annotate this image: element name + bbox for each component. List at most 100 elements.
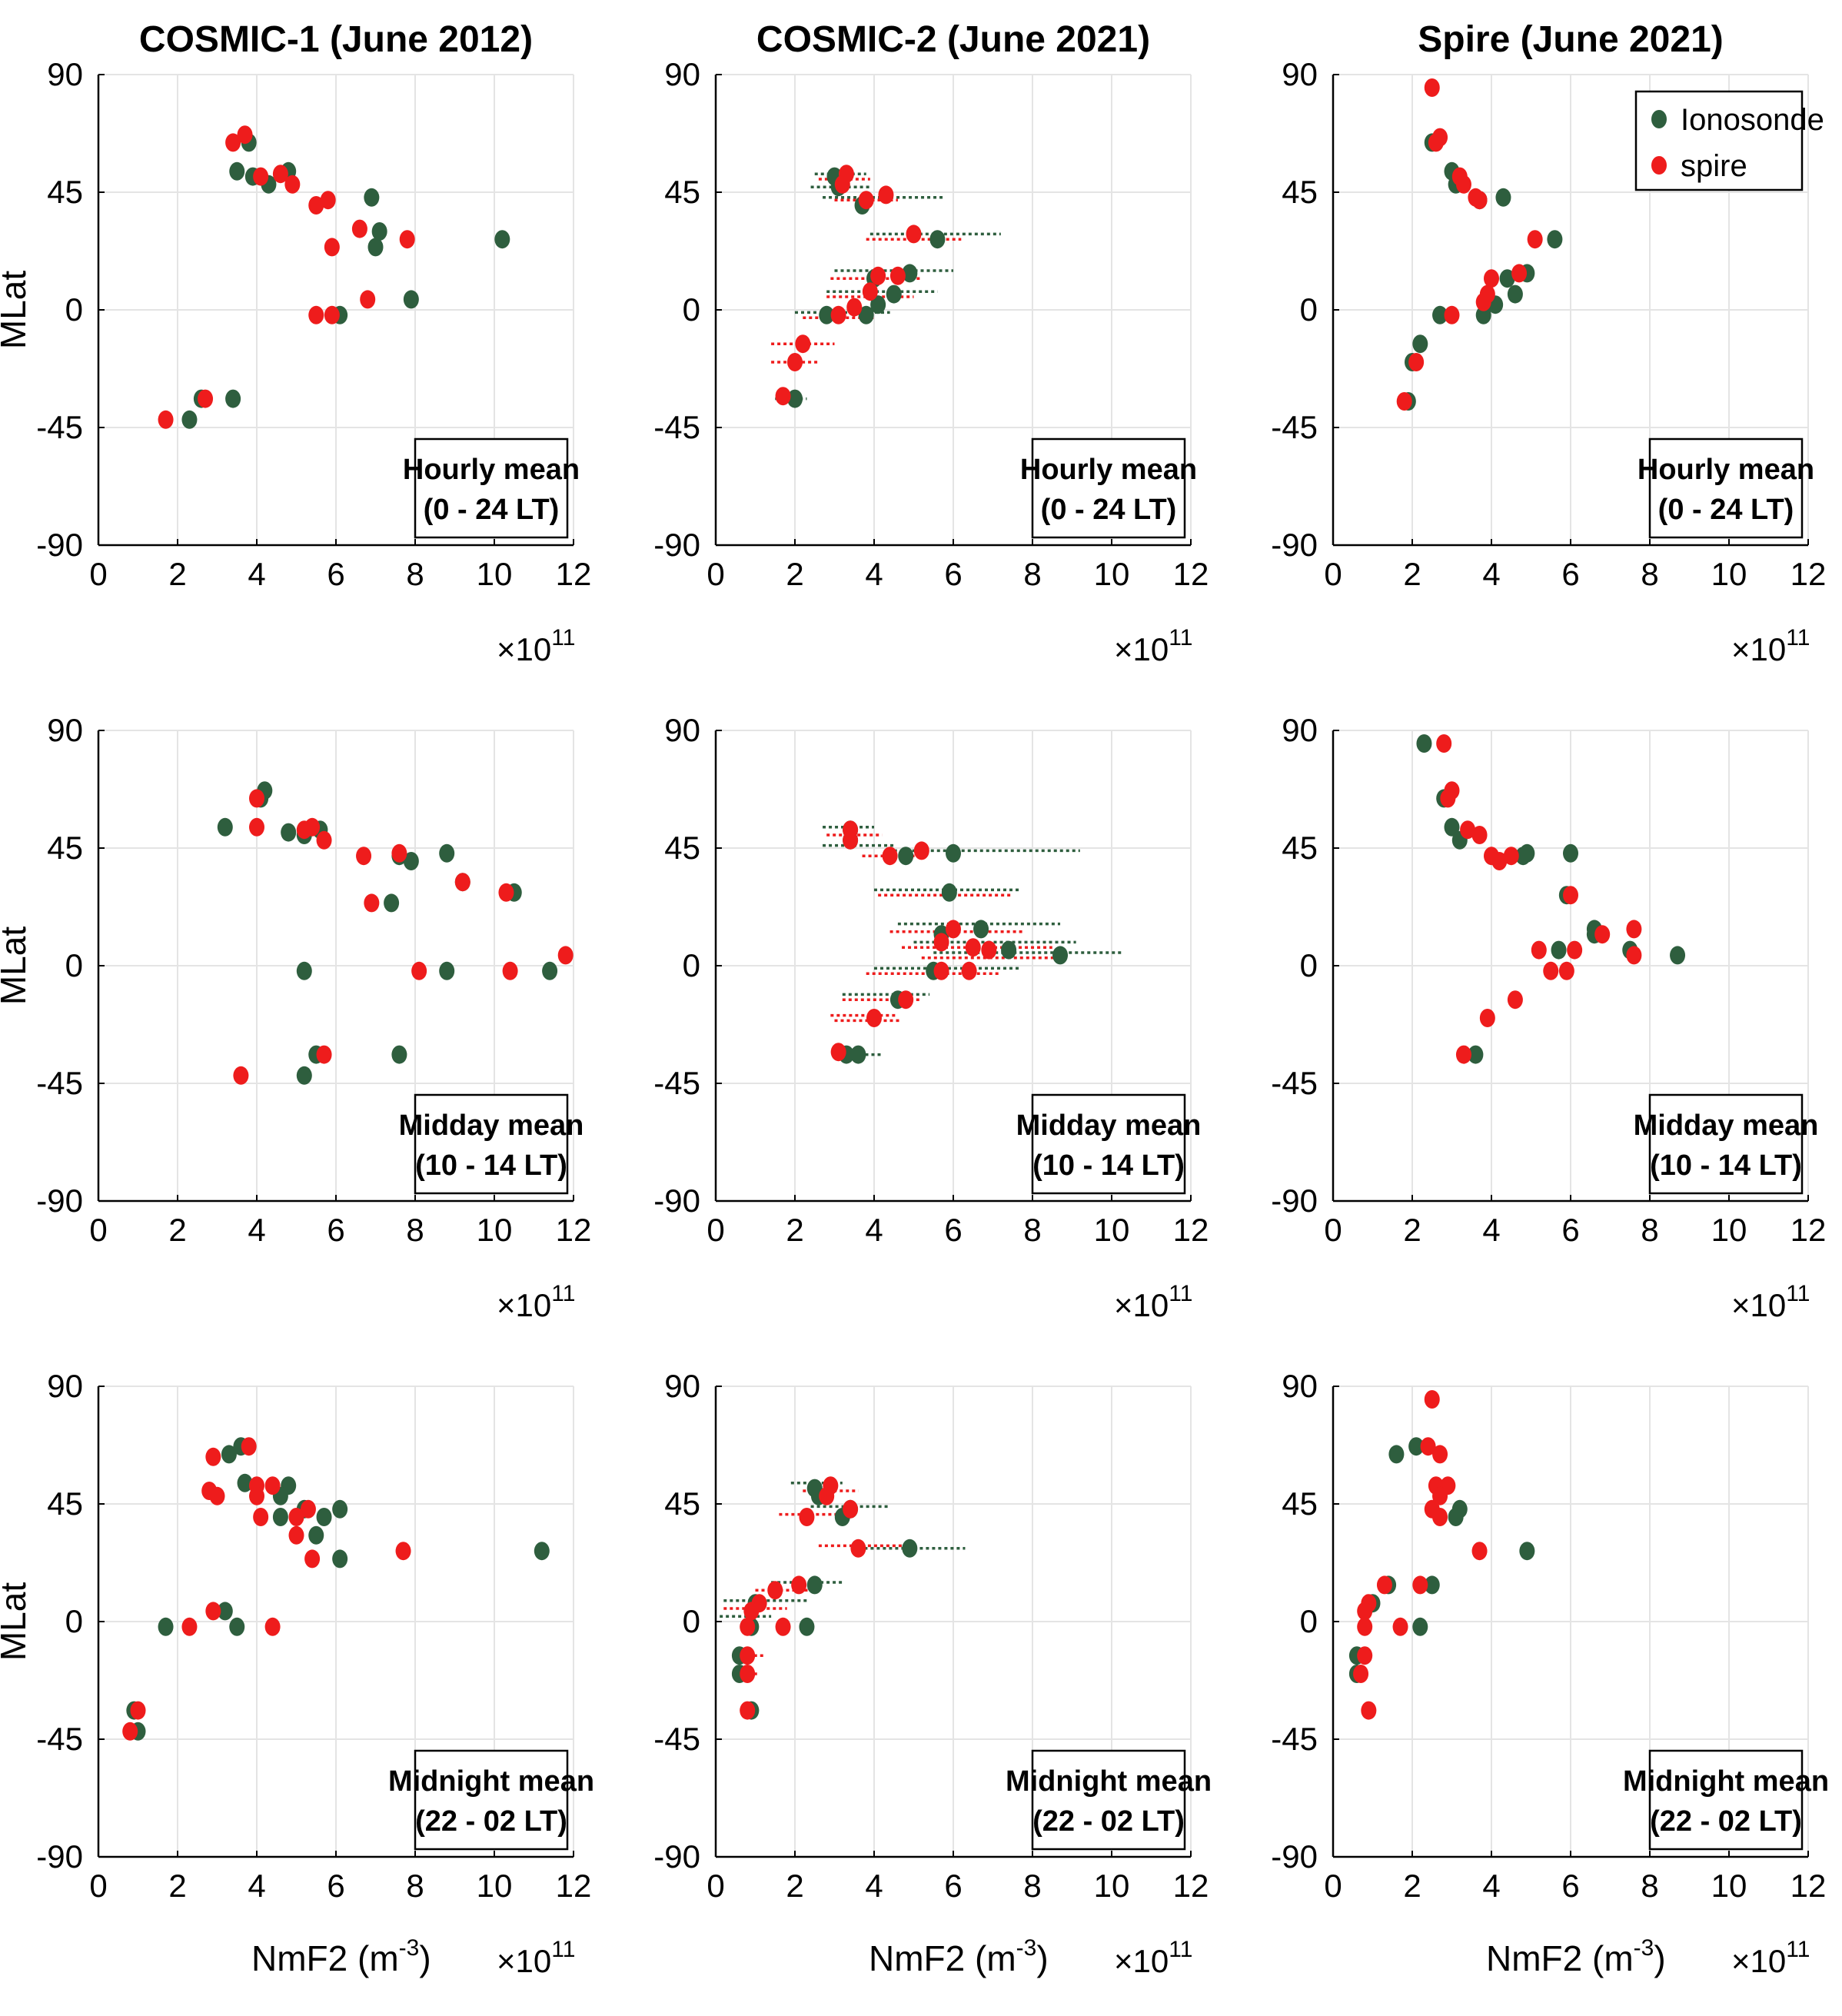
spire-point (843, 830, 859, 850)
x-tick-label: 4 (1482, 1868, 1500, 1904)
ionosonde-point (225, 389, 241, 408)
panel-0-0: 0 2 4 6 8 10 12 90 45 0 -45 -90 ×1011 COSMIC-1 (June … (0, 19, 591, 667)
spire-point (249, 1486, 264, 1505)
x-tick-label: 12 (1790, 1212, 1827, 1248)
x-tick-label: 6 (327, 556, 344, 592)
ionosonde-point (929, 230, 946, 249)
x-tick-label: 6 (944, 556, 962, 592)
spire-point (130, 1701, 146, 1720)
x-tick-label: 2 (1403, 1212, 1421, 1248)
spire-point (557, 946, 574, 965)
ionosonde-point (1448, 1508, 1464, 1526)
y-tick-label: 0 (1300, 947, 1318, 983)
spire-point (288, 1508, 304, 1526)
spire-point (1408, 353, 1425, 371)
ionosonde-point (217, 817, 233, 837)
spire-point (122, 1722, 138, 1741)
multiplier-base: ×10 (1114, 1943, 1169, 1979)
period-box (414, 1749, 569, 1851)
spire-point (799, 1508, 815, 1526)
ionosonde-point (158, 1617, 174, 1636)
panel-1-0: 0 2 4 6 8 10 12 90 45 0 -45 -90 ×1011 MLat Midday mean… (0, 712, 591, 1323)
ionosonde-point (439, 961, 455, 980)
spire-point (1471, 1542, 1488, 1561)
panel-title: COSMIC-2 (June 2021) (756, 19, 1150, 60)
y-tick-label: 0 (1300, 1603, 1318, 1639)
ionosonde-point (229, 161, 245, 181)
spire-point (454, 873, 470, 892)
x-tick-label: 4 (865, 1868, 883, 1904)
ionosonde-point (1432, 305, 1448, 324)
period-range: (0 - 24 LT) (424, 494, 560, 526)
ionosonde-point (272, 1508, 288, 1526)
multiplier-exponent: 11 (1786, 1281, 1810, 1306)
x-tick-label: 8 (406, 1212, 424, 1248)
legend-marker (1651, 156, 1667, 175)
ionosonde-point (902, 1539, 918, 1558)
x-tick-label: 4 (1482, 1212, 1500, 1248)
ionosonde-point (898, 847, 914, 866)
ionosonde-point (332, 1499, 348, 1519)
ionosonde-point (1499, 269, 1515, 288)
ionosonde-point (371, 222, 387, 241)
ionosonde-point (858, 305, 874, 324)
spire-point (870, 266, 886, 285)
spire-point (225, 133, 241, 152)
spire-point (324, 238, 340, 257)
y-tick-label: 0 (683, 291, 700, 328)
x-axis-multiplier: ×1011 (1731, 1937, 1810, 1979)
y-tick-label: -45 (1271, 1721, 1318, 1757)
x-tick-label: 4 (1482, 556, 1500, 592)
spire-point (498, 883, 514, 902)
x-tick-label: 12 (556, 556, 592, 592)
ionosonde-point (1408, 1437, 1425, 1456)
panel-title: Spire (June 2021) (1418, 19, 1724, 60)
spire-point (767, 1581, 783, 1600)
ionosonde-point (1519, 843, 1535, 863)
spire-point (1420, 1437, 1436, 1456)
y-tick-label: 45 (1282, 174, 1318, 210)
y-tick-label: -90 (653, 1183, 700, 1219)
ionosonde-point (281, 823, 297, 842)
period-box (414, 437, 569, 539)
x-tick-label: 10 (477, 1868, 513, 1904)
ionosonde-point (439, 843, 455, 863)
ionosonde-point (296, 1066, 312, 1085)
spire-point (1357, 1602, 1373, 1621)
multiplier-exponent: 11 (551, 625, 575, 650)
spire-point (360, 290, 376, 309)
spire-point (933, 961, 949, 980)
y-tick-label: -45 (1271, 409, 1318, 445)
x-tick-label: 8 (1641, 1868, 1658, 1904)
y-axis-label: MLat (0, 926, 33, 1005)
x-tick-label: 12 (1173, 1212, 1209, 1248)
spire-point (775, 1617, 791, 1636)
spire-point (288, 1525, 304, 1545)
spire-point (241, 1437, 257, 1456)
ionosonde-point (1412, 334, 1428, 354)
y-tick-label: -90 (36, 1183, 83, 1219)
x-tick-label: 4 (248, 1868, 265, 1904)
spire-point (205, 1447, 221, 1466)
y-tick-label: 0 (683, 947, 700, 983)
x-tick-label: 0 (1324, 556, 1342, 592)
y-tick-label: 0 (65, 291, 83, 328)
y-tick-label: -45 (36, 1065, 83, 1101)
ionosonde-point (902, 264, 918, 283)
spire-point (324, 305, 340, 324)
ionosonde-point (799, 1617, 815, 1636)
spire-point (965, 938, 981, 957)
x-tick-label: 8 (1641, 1212, 1658, 1248)
x-tick-label: 10 (477, 1212, 513, 1248)
legend-label: Ionosonde (1681, 103, 1824, 137)
spire-point (1432, 128, 1448, 147)
x-tick-label: 0 (707, 556, 724, 592)
spire-point (878, 185, 894, 205)
x-tick-label: 6 (944, 1868, 962, 1904)
spire-point (882, 847, 898, 866)
spire-point (933, 933, 949, 952)
x-axis-label: NmF2 (m-3) (1486, 1935, 1666, 1978)
spire-point (249, 817, 264, 837)
y-tick-label: -90 (653, 527, 700, 563)
x-tick-label: 6 (327, 1868, 344, 1904)
